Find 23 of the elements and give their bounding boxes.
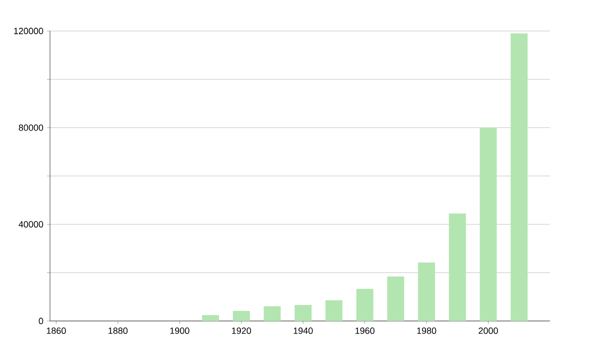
- x-tick-label: 1940: [294, 328, 313, 334]
- bar: [264, 306, 281, 321]
- bar: [202, 315, 219, 321]
- x-tick-label: 1860: [46, 328, 66, 334]
- bar: [510, 33, 528, 321]
- y-tick-label: 0: [38, 318, 44, 324]
- x-tick-label: 2000: [478, 328, 498, 334]
- bar: [356, 288, 374, 321]
- y-tick-label: 40000: [18, 221, 44, 228]
- bar: [294, 305, 312, 321]
- bar: [418, 262, 436, 321]
- bar: [232, 310, 250, 321]
- bar: [480, 128, 497, 321]
- bar: [387, 276, 404, 321]
- x-tick-label: 1920: [232, 328, 252, 334]
- bar: [448, 213, 466, 321]
- x-tick-label: 1900: [170, 328, 190, 334]
- y-tick-label: 120000: [14, 28, 44, 34]
- x-tick-label: 1880: [108, 328, 128, 334]
- x-tick-label: 1960: [355, 328, 374, 334]
- bar: [325, 300, 342, 321]
- x-tick-label: 1980: [417, 328, 436, 334]
- y-tick-label: 80000: [18, 124, 44, 131]
